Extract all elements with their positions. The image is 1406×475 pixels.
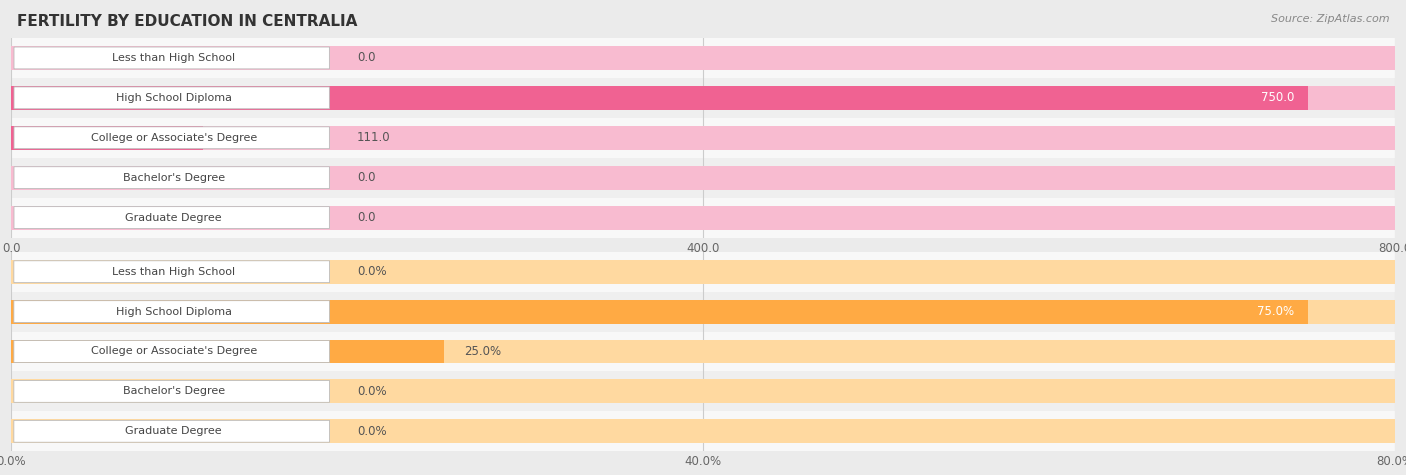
Text: 0.0%: 0.0% [357,425,387,438]
FancyBboxPatch shape [14,87,329,109]
Bar [11,419,1395,443]
FancyBboxPatch shape [14,167,329,189]
FancyBboxPatch shape [14,47,329,69]
Bar [11,252,1395,292]
Text: College or Associate's Degree: College or Associate's Degree [90,133,257,143]
FancyBboxPatch shape [14,301,329,323]
Bar [11,332,1395,371]
Bar [11,300,1309,323]
Text: 0.0: 0.0 [357,51,375,65]
Text: 0.0: 0.0 [357,171,375,184]
Bar [11,38,1395,78]
Bar [11,198,1395,238]
FancyBboxPatch shape [14,207,329,228]
Text: 0.0: 0.0 [357,211,375,224]
Bar [11,206,1395,229]
Text: 0.0%: 0.0% [357,385,387,398]
Bar [11,411,1395,451]
Text: College or Associate's Degree: College or Associate's Degree [90,346,257,357]
Bar [11,126,204,150]
FancyBboxPatch shape [14,420,329,442]
Text: 111.0: 111.0 [357,131,391,144]
Bar [11,292,1395,332]
Text: FERTILITY BY EDUCATION IN CENTRALIA: FERTILITY BY EDUCATION IN CENTRALIA [17,14,357,29]
Text: 75.0%: 75.0% [1257,305,1295,318]
Bar [11,260,1395,284]
Text: High School Diploma: High School Diploma [115,306,232,317]
FancyBboxPatch shape [14,341,329,362]
Text: Bachelor's Degree: Bachelor's Degree [122,386,225,397]
Bar [11,371,1395,411]
Bar [11,46,1395,70]
Bar [11,380,1395,403]
Text: 750.0: 750.0 [1261,91,1295,104]
Text: 0.0%: 0.0% [357,265,387,278]
FancyBboxPatch shape [14,261,329,283]
Text: Less than High School: Less than High School [112,266,235,277]
Text: Less than High School: Less than High School [112,53,235,63]
Bar [11,158,1395,198]
Bar [11,86,1395,110]
Bar [11,78,1395,118]
Bar [11,166,1395,190]
Bar [11,126,1395,150]
Bar [11,300,1395,323]
Text: Graduate Degree: Graduate Degree [125,212,222,223]
Text: Graduate Degree: Graduate Degree [125,426,222,437]
Text: Source: ZipAtlas.com: Source: ZipAtlas.com [1271,14,1389,24]
Bar [11,340,444,363]
Bar [11,86,1308,110]
FancyBboxPatch shape [14,127,329,149]
Text: Bachelor's Degree: Bachelor's Degree [122,172,225,183]
Text: 25.0%: 25.0% [464,345,502,358]
Text: High School Diploma: High School Diploma [115,93,232,103]
Bar [11,340,1395,363]
FancyBboxPatch shape [14,380,329,402]
Bar [11,118,1395,158]
